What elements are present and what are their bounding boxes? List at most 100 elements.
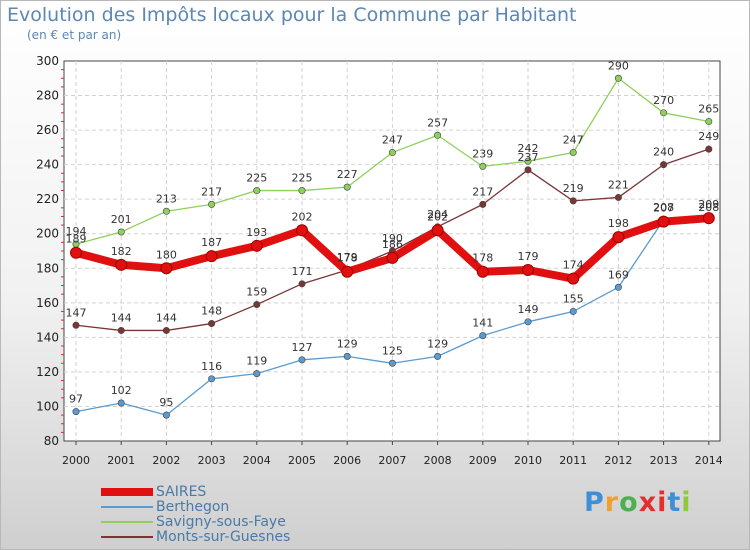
x-tick-label: 2010 bbox=[514, 454, 542, 467]
data-label: 95 bbox=[159, 396, 173, 409]
data-point bbox=[614, 193, 622, 201]
data-label: 182 bbox=[111, 245, 132, 258]
legend-swatch bbox=[101, 536, 153, 538]
data-point bbox=[614, 283, 622, 291]
data-point bbox=[253, 301, 261, 309]
data-point bbox=[657, 215, 670, 228]
data-label: 193 bbox=[246, 226, 267, 239]
data-label: 237 bbox=[518, 151, 539, 164]
data-point bbox=[208, 200, 216, 208]
data-point bbox=[434, 352, 442, 360]
data-label: 217 bbox=[472, 185, 493, 198]
data-point bbox=[660, 161, 668, 169]
data-label: 147 bbox=[66, 306, 87, 319]
brand-letter: x bbox=[638, 487, 658, 518]
data-point bbox=[117, 228, 125, 236]
data-label: 207 bbox=[653, 202, 674, 215]
data-label: 198 bbox=[608, 217, 629, 230]
brand-logo: Proxiti bbox=[584, 487, 692, 518]
data-point bbox=[702, 212, 715, 225]
chart-title: Evolution des Impôts locaux pour la Comm… bbox=[7, 4, 577, 26]
data-point bbox=[296, 224, 308, 237]
data-point bbox=[343, 352, 351, 360]
data-label: 221 bbox=[608, 178, 629, 191]
data-point bbox=[162, 411, 170, 419]
x-tick-label: 2008 bbox=[424, 454, 452, 467]
data-label: 159 bbox=[246, 286, 267, 299]
data-point bbox=[253, 370, 261, 378]
data-label: 257 bbox=[427, 116, 448, 129]
data-label: 129 bbox=[427, 337, 448, 350]
data-point bbox=[479, 162, 487, 170]
data-point bbox=[569, 149, 577, 157]
x-tick-label: 2013 bbox=[650, 454, 678, 467]
brand-letter: o bbox=[619, 487, 639, 518]
data-point bbox=[70, 246, 82, 259]
data-point bbox=[524, 157, 532, 165]
data-label: 201 bbox=[111, 213, 132, 226]
data-label: 171 bbox=[292, 265, 313, 278]
y-tick-label: 200 bbox=[36, 227, 59, 241]
data-label: 179 bbox=[518, 250, 539, 263]
data-label: 129 bbox=[337, 337, 358, 350]
data-point bbox=[117, 399, 125, 407]
legend-swatch bbox=[101, 488, 153, 496]
data-point bbox=[434, 131, 442, 139]
data-point bbox=[660, 109, 668, 117]
data-point bbox=[162, 326, 170, 334]
data-label: 208 bbox=[698, 201, 719, 214]
data-label: 240 bbox=[653, 146, 674, 159]
brand-letter: t bbox=[667, 487, 682, 518]
data-label: 186 bbox=[382, 238, 403, 251]
data-label: 290 bbox=[608, 59, 629, 72]
data-point bbox=[388, 149, 396, 157]
data-point bbox=[388, 359, 396, 367]
data-point bbox=[476, 265, 489, 278]
data-label: 97 bbox=[69, 393, 83, 406]
x-tick-label: 2005 bbox=[288, 454, 316, 467]
data-label: 125 bbox=[382, 344, 403, 357]
data-label: 194 bbox=[66, 225, 87, 238]
data-point bbox=[298, 356, 306, 364]
data-label: 265 bbox=[698, 102, 719, 115]
data-label: 116 bbox=[201, 360, 222, 373]
data-label: 190 bbox=[382, 232, 403, 245]
data-label: 208 bbox=[653, 201, 674, 214]
x-tick-label: 2009 bbox=[469, 454, 497, 467]
data-point bbox=[250, 239, 263, 252]
y-tick-label: 300 bbox=[36, 54, 59, 68]
data-label: 219 bbox=[563, 182, 584, 195]
data-point bbox=[705, 145, 713, 153]
data-point bbox=[115, 258, 128, 271]
data-label: 179 bbox=[337, 251, 358, 264]
data-label: 209 bbox=[698, 198, 719, 211]
data-label: 213 bbox=[156, 192, 177, 205]
x-tick-label: 2003 bbox=[198, 454, 226, 467]
x-tick-label: 2000 bbox=[62, 454, 90, 467]
x-tick-label: 2002 bbox=[152, 454, 180, 467]
x-tick-label: 2014 bbox=[695, 454, 723, 467]
data-label: 242 bbox=[518, 142, 539, 155]
data-label: 155 bbox=[563, 292, 584, 305]
data-label: 225 bbox=[292, 172, 313, 185]
data-point bbox=[386, 251, 399, 264]
data-label: 189 bbox=[66, 233, 87, 246]
y-tick-label: 220 bbox=[36, 192, 59, 206]
data-point bbox=[431, 224, 444, 237]
data-label: 102 bbox=[111, 384, 132, 397]
data-point bbox=[567, 272, 580, 285]
data-point bbox=[72, 408, 80, 416]
data-point bbox=[160, 262, 173, 275]
data-label: 247 bbox=[382, 134, 403, 147]
data-label: 239 bbox=[472, 147, 493, 160]
data-point bbox=[524, 318, 532, 326]
data-point bbox=[72, 321, 80, 329]
x-tick-label: 2001 bbox=[107, 454, 135, 467]
data-point bbox=[569, 197, 577, 205]
data-point bbox=[479, 200, 487, 208]
brand-letter: i bbox=[657, 487, 668, 518]
y-tick-label: 140 bbox=[36, 330, 59, 344]
data-label: 149 bbox=[518, 303, 539, 316]
